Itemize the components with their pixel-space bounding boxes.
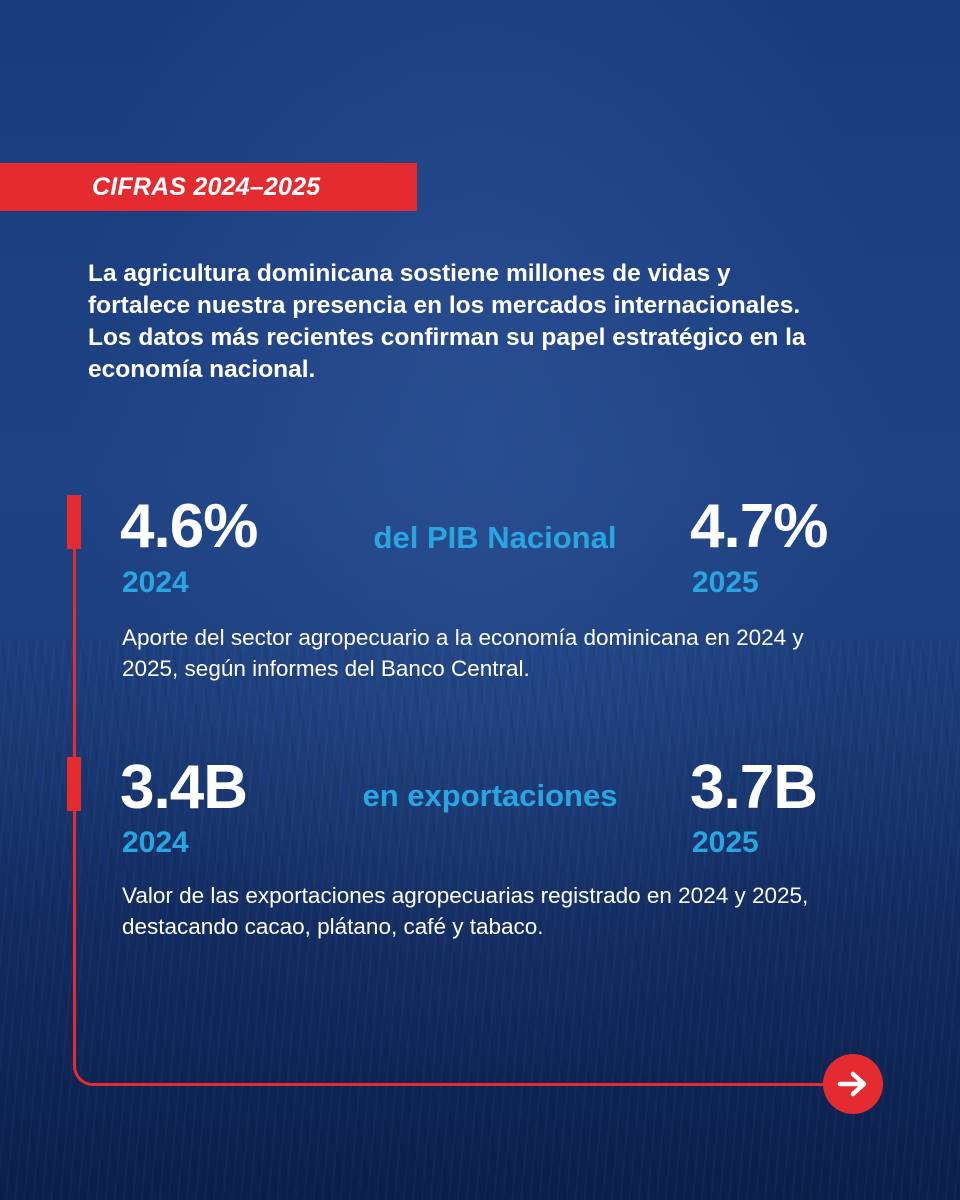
section-tag-label: CIFRAS 2024–2025 xyxy=(92,172,321,201)
field-texture xyxy=(0,640,960,1200)
stat-marker xyxy=(67,757,81,811)
stat-year-2024: 2024 xyxy=(122,826,189,859)
stat-value-2024: 4.6% xyxy=(120,492,258,561)
stat-description: Valor de las exportaciones agropecuarias… xyxy=(122,883,809,939)
stat-label: en exportaciones xyxy=(362,778,618,813)
stat-year-2024: 2024 xyxy=(122,566,189,599)
intro-text: La agricultura dominicana sostiene millo… xyxy=(88,260,806,383)
stat-label: del PIB Nacional xyxy=(373,520,617,555)
arrow-right-icon xyxy=(837,1071,867,1097)
stat-value-2025: 4.7% xyxy=(690,492,828,561)
stat-value-2025: 3.7B xyxy=(690,753,818,822)
stat-year-2025: 2025 xyxy=(692,566,759,599)
stat-value-2024: 3.4B xyxy=(120,753,248,822)
stat-description: Aporte del sector agropecuario a la econ… xyxy=(122,625,804,681)
stat-year-2025: 2025 xyxy=(692,826,759,859)
stat-marker xyxy=(67,495,81,549)
next-button[interactable] xyxy=(823,1054,883,1114)
section-tag: CIFRAS 2024–2025 xyxy=(0,163,417,211)
